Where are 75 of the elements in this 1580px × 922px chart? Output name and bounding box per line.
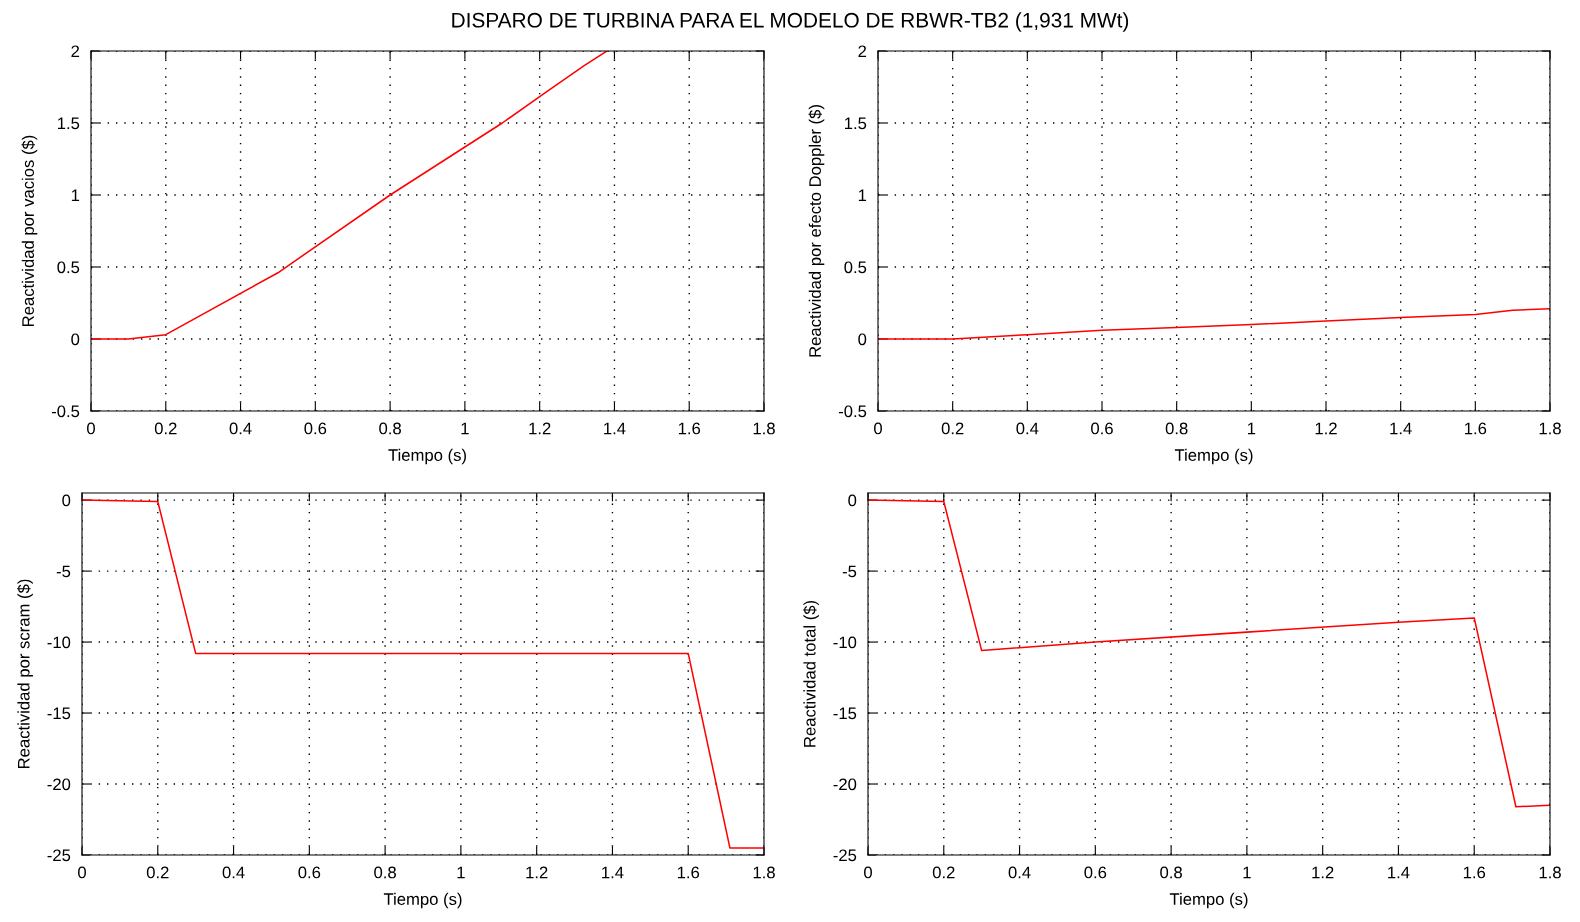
x-tick-label: 1.6 bbox=[1465, 422, 1487, 435]
x-tick-label: 1.2 bbox=[529, 422, 551, 435]
x-tick-label: 0.4 bbox=[229, 422, 252, 435]
y-tick-label: -5 bbox=[56, 565, 71, 578]
x-tick-label: 0.8 bbox=[379, 422, 401, 435]
x-tick-label: 0.6 bbox=[1084, 866, 1107, 879]
line-series bbox=[91, 51, 608, 340]
y-tick-label: 1.5 bbox=[844, 117, 867, 130]
y-tick-label: 1.5 bbox=[57, 117, 80, 130]
y-axis-title: Reactividad por efecto Doppler ($) bbox=[808, 105, 825, 357]
x-tick-label: 1.4 bbox=[604, 422, 626, 435]
x-tick-label: 1 bbox=[1247, 422, 1256, 435]
x-tick-label: 0.6 bbox=[304, 422, 327, 435]
x-tick-label: 1.8 bbox=[1539, 866, 1561, 879]
x-tick-label: 1.8 bbox=[753, 422, 775, 435]
y-tick-label: 0.5 bbox=[844, 261, 867, 274]
y-tick-label: -0.5 bbox=[51, 405, 80, 418]
y-tick-label: -15 bbox=[833, 707, 857, 720]
x-tick-label: 0.6 bbox=[298, 866, 321, 879]
x-tick-label: 1.6 bbox=[1463, 866, 1486, 879]
x-tick-label: 0.4 bbox=[222, 866, 245, 879]
x-tick-label: 1 bbox=[461, 422, 469, 435]
line-series bbox=[868, 499, 1550, 808]
chart-title: DISPARO DE TURBINA PARA EL MODELO DE RBWR-TB2 (1,931 MWt) bbox=[452, 12, 1129, 32]
y-axis-title: Reactividad por vacios ($) bbox=[21, 135, 38, 326]
x-tick-label: 1.6 bbox=[677, 866, 700, 879]
y-tick-label: -10 bbox=[47, 636, 71, 649]
y-tick-label: 1 bbox=[858, 189, 867, 202]
x-axis-title: Tiempo (s) bbox=[1169, 892, 1248, 909]
x-tick-label: 0.6 bbox=[1091, 422, 1113, 435]
x-tick-label: 1.4 bbox=[1388, 866, 1410, 879]
x-tick-label: 0.8 bbox=[374, 866, 396, 879]
x-tick-label: 1 bbox=[1243, 866, 1251, 879]
y-tick-label: 1 bbox=[71, 189, 80, 202]
y-tick-label: -10 bbox=[833, 636, 857, 649]
x-tick-label: 0.2 bbox=[154, 422, 177, 435]
y-tick-label: -15 bbox=[47, 707, 71, 720]
x-axis-title: Tiempo (s) bbox=[383, 892, 462, 909]
y-tick-label: 0.5 bbox=[57, 261, 80, 274]
x-tick-label: 1.2 bbox=[526, 866, 548, 879]
y-tick-label: -25 bbox=[47, 849, 71, 862]
y-axis-title: Reactividad por scram ($) bbox=[17, 579, 33, 769]
y-axis-title: Reactividad total ($) bbox=[803, 600, 819, 747]
x-tick-label: 1.6 bbox=[678, 422, 701, 435]
x-tick-label: 0.2 bbox=[146, 866, 169, 879]
line-series bbox=[82, 499, 764, 849]
x-tick-label: 0.8 bbox=[1165, 422, 1188, 435]
x-tick-label: 0 bbox=[87, 422, 95, 435]
x-tick-label: 1.2 bbox=[1315, 422, 1337, 435]
y-tick-label: 2 bbox=[71, 45, 80, 58]
x-tick-label: 0.4 bbox=[1008, 866, 1031, 879]
line-series bbox=[878, 307, 1550, 340]
x-tick-label: 0.2 bbox=[941, 422, 964, 435]
y-tick-label: 0 bbox=[71, 333, 80, 346]
y-tick-label: 2 bbox=[858, 45, 867, 58]
x-tick-label: 0.4 bbox=[1016, 422, 1039, 435]
x-tick-label: 1.4 bbox=[1390, 422, 1412, 435]
x-tick-label: 1.4 bbox=[602, 866, 624, 879]
x-tick-label: 1.8 bbox=[753, 866, 775, 879]
x-tick-label: 0 bbox=[874, 422, 882, 435]
x-tick-label: 1 bbox=[457, 866, 465, 879]
y-tick-label: 0 bbox=[848, 494, 857, 507]
x-axis-title: Tiempo (s) bbox=[388, 448, 466, 465]
x-tick-label: 0.8 bbox=[1160, 866, 1182, 879]
y-tick-label: 0 bbox=[858, 333, 867, 346]
x-axis-title: Tiempo (s) bbox=[1174, 448, 1253, 465]
y-tick-label: -0.5 bbox=[838, 405, 867, 418]
y-tick-label: -20 bbox=[833, 778, 857, 791]
y-tick-label: -5 bbox=[842, 565, 857, 578]
y-tick-label: -20 bbox=[47, 778, 71, 791]
y-tick-label: -25 bbox=[833, 849, 857, 862]
y-tick-label: 0 bbox=[62, 494, 71, 507]
x-tick-label: 0.2 bbox=[932, 866, 955, 879]
x-tick-label: 1.8 bbox=[1539, 422, 1561, 435]
x-tick-label: 1.2 bbox=[1312, 866, 1334, 879]
